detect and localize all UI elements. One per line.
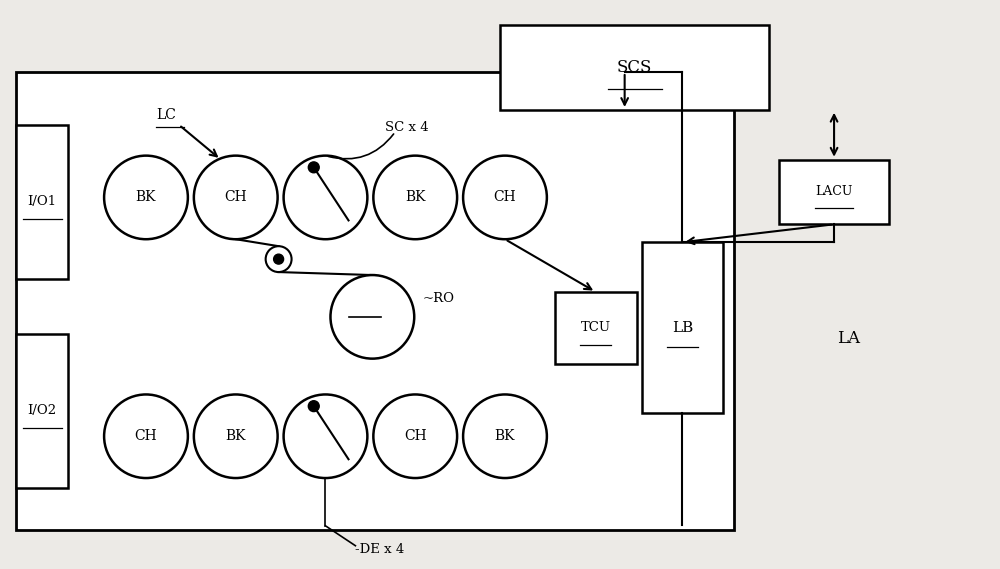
Text: ~RO: ~RO (422, 292, 454, 306)
Bar (16, 72, 734, 530)
Bar (16, 334, 68, 488)
Circle shape (373, 394, 457, 478)
Circle shape (284, 394, 367, 478)
Bar (500, 25, 769, 110)
Bar (642, 242, 723, 413)
Text: LA: LA (838, 330, 861, 347)
Text: I/O2: I/O2 (28, 405, 57, 418)
Text: BK: BK (405, 191, 425, 204)
Text: CH: CH (404, 429, 427, 443)
Text: BK: BK (495, 429, 515, 443)
Circle shape (308, 401, 319, 411)
Circle shape (463, 156, 547, 239)
Circle shape (373, 156, 457, 239)
Circle shape (104, 156, 188, 239)
Text: SCS: SCS (617, 59, 652, 76)
Text: -DE x 4: -DE x 4 (355, 543, 405, 556)
Bar (16, 125, 68, 279)
Circle shape (308, 162, 319, 173)
Circle shape (463, 394, 547, 478)
Circle shape (194, 156, 278, 239)
Text: CH: CH (135, 429, 157, 443)
Circle shape (104, 394, 188, 478)
Text: CH: CH (224, 191, 247, 204)
Text: LC: LC (156, 108, 176, 122)
Text: BK: BK (136, 191, 156, 204)
Bar (779, 160, 889, 224)
Text: LACU: LACU (815, 185, 853, 199)
Circle shape (266, 246, 292, 272)
Text: I/O1: I/O1 (28, 195, 57, 208)
Bar (555, 292, 637, 364)
Circle shape (194, 394, 278, 478)
Text: SC x 4: SC x 4 (385, 121, 429, 134)
Circle shape (330, 275, 414, 358)
Text: TCU: TCU (581, 321, 611, 335)
Text: LB: LB (672, 321, 693, 335)
Circle shape (274, 254, 284, 264)
Text: CH: CH (494, 191, 516, 204)
Text: BK: BK (225, 429, 246, 443)
Circle shape (284, 156, 367, 239)
